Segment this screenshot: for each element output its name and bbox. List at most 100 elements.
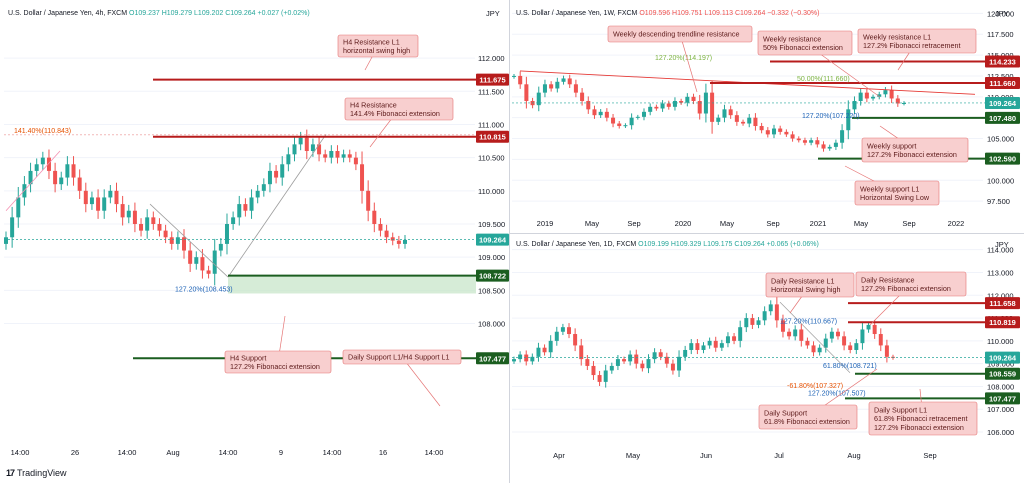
x-tick-label: 16 [379,448,387,457]
candle-body [677,356,682,371]
candle-body [744,318,749,328]
callout-box [224,350,332,374]
price-tag-label: 111.660 [989,79,1015,88]
callout-text: Weekly support [867,141,916,150]
candle-body [895,98,900,104]
candle-body [310,144,315,151]
price-tag [985,152,1020,165]
candle-body [827,146,832,149]
ohlc-h: H109.751 [672,10,704,17]
candle-body [672,100,677,107]
candle-body [567,78,572,85]
support-zone [228,275,476,294]
candle-body [554,331,559,341]
candle-body [646,359,651,369]
candle-body [732,336,737,341]
price-tag [985,297,1020,310]
candle-body [512,359,516,362]
candle-body [145,217,150,231]
price-tag-label: 107.477 [479,354,506,363]
x-tick-label: 2022 [948,219,965,228]
candle-body [255,190,260,198]
ohlc-l: L109.175 [703,241,734,248]
x-tick-label: 2020 [675,219,692,228]
price-tag-label: 109.264 [989,99,1017,108]
candle-body [889,90,894,99]
candle-body [536,347,541,357]
y-tick-label: 100.000 [987,176,1014,185]
candle-body [604,111,609,118]
candle-body [96,197,101,211]
candle-body [218,243,223,251]
candle-body [353,157,358,165]
candle-body [28,170,33,185]
candle-body [701,345,706,350]
candle-body [640,363,645,369]
callout-text: horizontal swing high [343,46,410,55]
candle-body [384,230,389,238]
callout-text: Daily Support L1/H4 Support L1 [348,353,450,362]
y-tick-label: 108.500 [478,286,505,295]
currency-label: JPY [486,9,500,18]
y-tick-label: 105.000 [987,135,1014,144]
candle-body [799,329,804,341]
y-tick-label: 113.000 [987,268,1014,277]
candle-body [597,375,602,382]
candle-body [641,111,647,117]
price-tag-label: 114.233 [989,57,1016,66]
candle-body [71,164,76,178]
callout-box [344,97,454,121]
x-tick-label: Aug [166,448,179,457]
candle-body [695,343,700,350]
chart-h4: 112.000 111.500 111.000 110.500 110.000 109.5… [4,9,509,457]
candle-body [719,343,724,348]
ohlc-c: C109.264 [225,10,257,17]
candle-body [691,96,696,101]
candle-body [524,84,529,101]
candle-body [585,359,590,366]
x-tick-label: 2021 [810,219,827,228]
candle-body [231,217,236,224]
callout-box [857,28,977,54]
candle-body [864,92,869,99]
candle-body [237,204,242,218]
candle-body [768,304,773,312]
candle-body [366,190,371,211]
chart-title: U.S. Dollar / Japanese Yen, 1D, FXCM O10… [516,241,819,248]
ohlc-o: O109.199 [638,241,671,248]
chart-title: U.S. Dollar / Japanese Yen, 4h, FXCM O10… [8,10,310,17]
price-tag-label: 102.590 [989,155,1016,164]
candle-body [609,365,614,371]
callout-text: H4 Resistance [350,100,397,109]
y-tick-label: 112.500 [987,72,1014,81]
y-tick-label: 111.000 [478,120,504,129]
candle-body [194,257,199,264]
candle-body [530,356,535,362]
fib-label: 127.20%(107.220) [802,113,860,120]
candle-body [790,134,795,139]
callout-text: H4 Resistance L1 [343,37,400,46]
price-tag-label: 110.819 [989,318,1016,327]
x-tick-label: 14:00 [118,448,137,457]
y-tick-label: 111.500 [478,87,504,96]
x-tick-label: Sep [902,219,915,228]
candle-body [586,100,591,110]
candle-body [169,237,174,244]
callout-text: Weekly resistance L1 [863,32,931,41]
candle-body [809,140,814,143]
candle-body [347,154,352,158]
candle-body [372,210,377,224]
candle-body [341,154,346,158]
candle-body [261,184,266,191]
y-tick-label: 107.000 [987,405,1014,414]
callout-text: Horizontal Swing Low [860,193,930,202]
candle-body [774,304,779,321]
x-tick-label: May [720,219,734,228]
y-tick-label: 110.000 [478,187,505,196]
callout-text: 50% Fibonacci extension [763,43,843,52]
x-tick-label: Aug [847,451,860,460]
candle-body [396,240,401,244]
candle-body [670,363,675,371]
candle-body [722,109,727,118]
candle-body [762,311,767,321]
